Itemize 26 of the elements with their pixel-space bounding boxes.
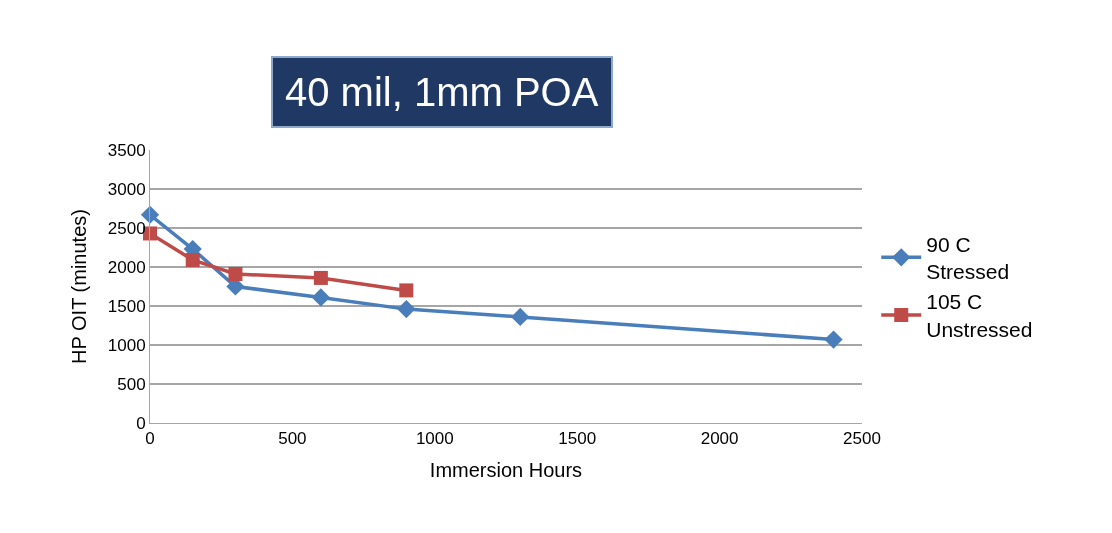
x-tick-label: 2000 <box>700 429 739 449</box>
y-tick-label: 0 <box>136 413 146 433</box>
x-axis-title: Immersion Hours <box>429 458 583 481</box>
point <box>397 300 416 319</box>
y-tick-label: 1000 <box>107 335 146 355</box>
y-tick-label: 500 <box>117 374 146 394</box>
x-tick-label: 1500 <box>558 429 597 449</box>
y-tick-label: 2500 <box>107 218 146 238</box>
x-tick-label: 2500 <box>843 429 881 449</box>
y-tick-label: 3500 <box>107 140 146 160</box>
point <box>399 283 414 298</box>
point <box>185 252 200 267</box>
point <box>511 307 530 327</box>
x-tick-label: 500 <box>278 429 307 449</box>
x-tick-label: 1000 <box>415 429 454 449</box>
y-tick-label: 2000 <box>107 257 146 277</box>
y-tick-label: 1500 <box>107 296 146 316</box>
y-axis-title: HP OIT (minutes) <box>68 209 91 364</box>
point <box>311 288 330 307</box>
point <box>824 330 843 349</box>
chart-title: 40 mil, 1mm POA <box>285 70 599 114</box>
legend-label: 90 C Stressed <box>926 232 1010 284</box>
legend-label: 105 C Unstressed <box>926 290 1033 341</box>
y-tick-label: 3000 <box>107 179 146 199</box>
point <box>313 270 328 285</box>
point <box>228 267 243 282</box>
